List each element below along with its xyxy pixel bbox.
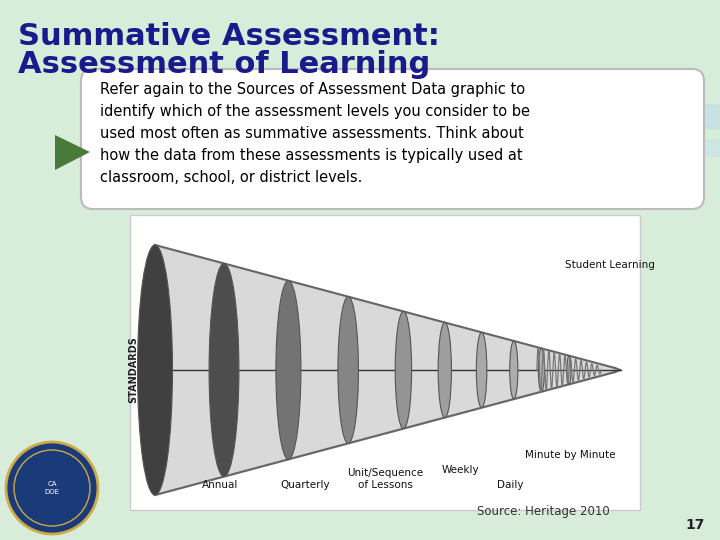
Ellipse shape <box>477 332 487 408</box>
Text: classroom, school, or district levels.: classroom, school, or district levels. <box>100 170 362 185</box>
Text: Assessment of Learning: Assessment of Learning <box>18 50 431 79</box>
Ellipse shape <box>438 322 451 417</box>
Ellipse shape <box>338 296 359 443</box>
Text: Unit/Sequence
of Lessons: Unit/Sequence of Lessons <box>347 468 423 490</box>
Ellipse shape <box>276 281 301 460</box>
Text: Summative Assessment:: Summative Assessment: <box>18 22 440 51</box>
Ellipse shape <box>146 245 164 495</box>
Polygon shape <box>55 135 90 170</box>
Text: 17: 17 <box>685 518 705 532</box>
Bar <box>130 215 640 510</box>
Text: Student Learning: Student Learning <box>565 260 655 270</box>
FancyBboxPatch shape <box>81 69 704 209</box>
Text: STANDARDS: STANDARDS <box>128 336 138 403</box>
Text: Source: Heritage 2010: Source: Heritage 2010 <box>477 505 610 518</box>
Ellipse shape <box>209 264 239 476</box>
Ellipse shape <box>510 341 518 399</box>
Text: used most often as summative assessments. Think about: used most often as summative assessments… <box>100 126 523 141</box>
Text: Refer again to the Sources of Assessment Data graphic to: Refer again to the Sources of Assessment… <box>100 82 525 97</box>
Text: how the data from these assessments is typically used at: how the data from these assessments is t… <box>100 148 523 163</box>
Text: Minute by Minute: Minute by Minute <box>525 450 616 460</box>
Ellipse shape <box>567 356 571 384</box>
Circle shape <box>6 442 98 534</box>
Text: CA
DOE: CA DOE <box>45 482 60 495</box>
Text: Daily: Daily <box>497 480 523 490</box>
Text: Weekly: Weekly <box>441 465 479 475</box>
Text: Annual: Annual <box>202 480 238 490</box>
Ellipse shape <box>539 348 544 392</box>
Text: Quarterly: Quarterly <box>280 480 330 490</box>
Text: identify which of the assessment levels you consider to be: identify which of the assessment levels … <box>100 104 530 119</box>
Ellipse shape <box>395 312 412 429</box>
Ellipse shape <box>138 245 173 495</box>
